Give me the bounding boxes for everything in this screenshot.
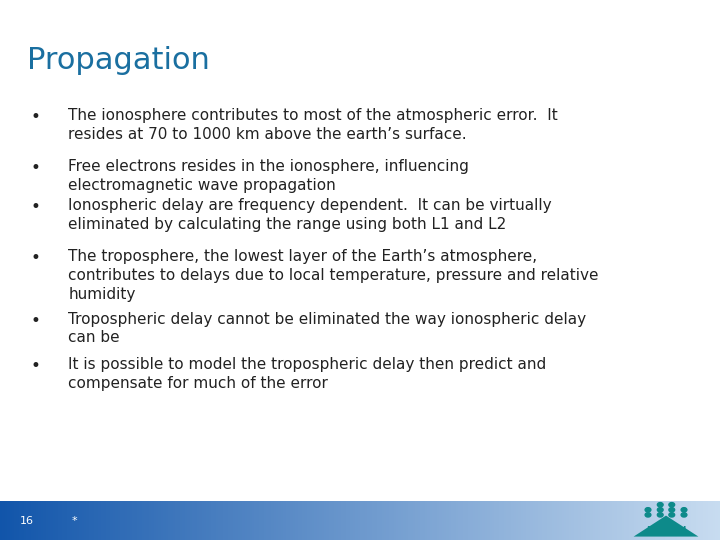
Text: It is possible to model the tropospheric delay then predict and
compensate for m: It is possible to model the tropospheric… [68, 357, 546, 391]
Text: •: • [30, 249, 40, 267]
Text: *: * [72, 516, 78, 525]
Text: Propagation: Propagation [27, 46, 210, 75]
Text: Tropospheric delay cannot be eliminated the way ionospheric delay
can be: Tropospheric delay cannot be eliminated … [68, 312, 587, 345]
Text: Ionospheric delay are frequency dependent.  It can be virtually
eliminated by ca: Ionospheric delay are frequency dependen… [68, 198, 552, 232]
Text: •: • [30, 357, 40, 375]
Text: The ionosphere contributes to most of the atmospheric error.  It
resides at 70 t: The ionosphere contributes to most of th… [68, 108, 558, 141]
Text: •: • [30, 198, 40, 216]
Text: The troposphere, the lowest layer of the Earth’s atmosphere,
contributes to dela: The troposphere, the lowest layer of the… [68, 249, 599, 302]
Text: Free electrons resides in the ionosphere, influencing
electromagnetic wave propa: Free electrons resides in the ionosphere… [68, 159, 469, 193]
Text: •: • [30, 312, 40, 329]
Text: •: • [30, 108, 40, 126]
Text: NovAtel: NovAtel [646, 526, 686, 535]
Text: •: • [30, 159, 40, 177]
Text: 16: 16 [20, 516, 34, 525]
